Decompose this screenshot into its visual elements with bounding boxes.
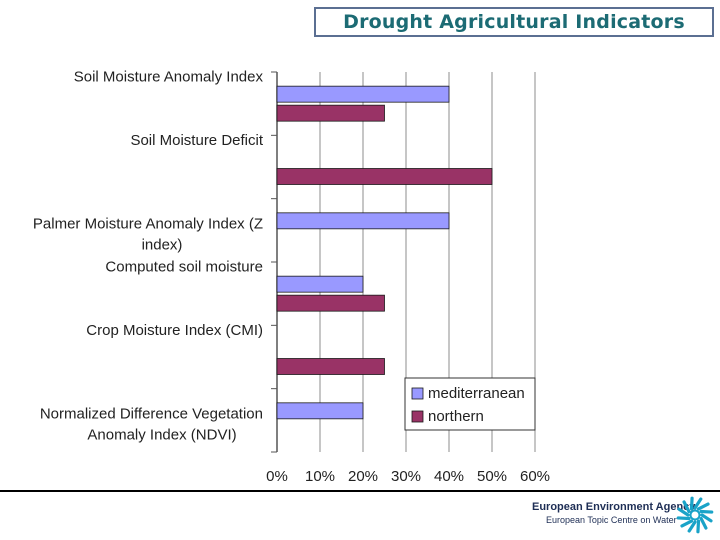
x-tick-label: 10% [305, 468, 335, 485]
legend-label-northern: northern [428, 408, 484, 425]
bar-northern-3 [276, 294, 385, 312]
slide-title: Drought Agricultural Indicators [314, 7, 714, 37]
logo-ray [699, 509, 714, 514]
x-tick-label: 20% [348, 468, 378, 485]
logo-ray [687, 520, 697, 533]
legend: mediterranean northern [404, 377, 536, 431]
category-label: Anomaly Index (NDVI) [87, 426, 236, 443]
legend-swatch-northern [411, 410, 424, 423]
category-label: Crop Moisture Index (CMI) [86, 322, 263, 339]
logo-ray [680, 519, 694, 528]
bar-mediterranean-3 [276, 275, 364, 293]
legend-label-mediterranean: mediterranean [428, 385, 525, 402]
bar-mediterranean-2 [276, 212, 450, 230]
logo-ray [693, 497, 703, 510]
eea-logo-icon [676, 496, 714, 534]
agency-name: European Environment Agency [532, 501, 696, 513]
category-label-layer: Soil Moisture Anomaly Index Soil Moisture… [33, 69, 264, 444]
category-label: Computed soil moisture [105, 259, 263, 276]
bar-mediterranean-5 [276, 402, 364, 420]
category-label: Palmer Moisture Anomaly Index (Z [33, 215, 263, 232]
x-tick-label: 60% [520, 468, 550, 485]
category-label: Normalized Difference Vegetation [40, 405, 263, 422]
x-tick-label: 30% [391, 468, 421, 485]
legend-swatch-mediterranean [411, 387, 424, 400]
bar-northern-0 [276, 104, 385, 122]
logo-ray [677, 507, 690, 517]
logo-ray [682, 500, 691, 514]
logo-ray [676, 516, 691, 521]
logo-ray [696, 502, 710, 511]
logo-ray [696, 519, 701, 534]
bar-northern-4 [276, 358, 385, 375]
bar-layer [276, 85, 493, 420]
logo-ray [700, 513, 713, 523]
footer-divider [0, 490, 720, 492]
bar-northern-1 [276, 168, 493, 185]
tick-label-layer: 0% 10% 20% 30% 40% 50% 60% [266, 468, 550, 485]
logo-ray [689, 496, 694, 511]
category-label: Soil Moisture Deficit [130, 132, 263, 149]
legend-box [404, 377, 536, 431]
x-tick-label: 0% [266, 468, 288, 485]
category-label: Soil Moisture Anomaly Index [74, 69, 264, 86]
bar-mediterranean-0 [276, 85, 450, 103]
logo-ray [699, 516, 708, 530]
x-tick-label: 40% [434, 468, 464, 485]
topic-centre-name: European Topic Centre on Water [546, 515, 677, 525]
category-label: index) [142, 236, 183, 253]
x-tick-label: 50% [477, 468, 507, 485]
bar-chart: Soil Moisture Anomaly Index Soil Moisture… [33, 69, 550, 485]
